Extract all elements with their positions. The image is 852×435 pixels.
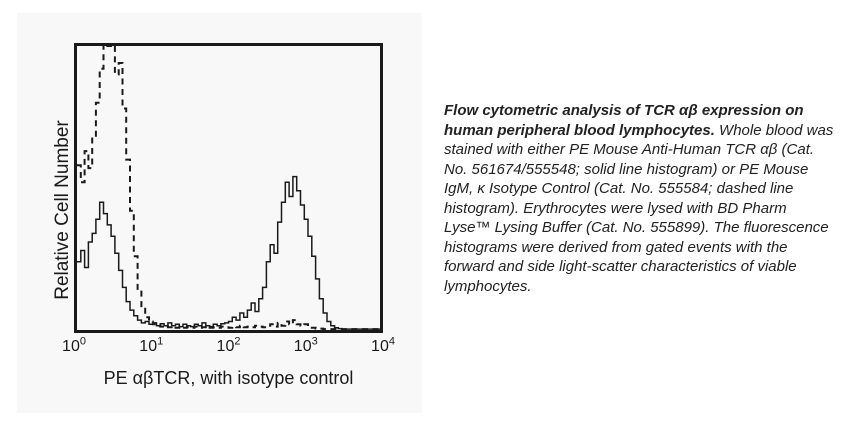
x-tick-10e0: 100 bbox=[62, 335, 86, 355]
isotype-dashed-histogram bbox=[77, 46, 380, 330]
x-tick-10e4: 104 bbox=[371, 335, 395, 355]
tcr-solid-histogram bbox=[77, 175, 380, 330]
x-axis-label: PE αβTCR, with isotype control bbox=[103, 368, 354, 388]
flow-cytometry-figure: Relative Cell Number 100 101 102 103 104 PE … bbox=[17, 13, 422, 413]
y-axis-label: Relative Cell Number bbox=[52, 120, 73, 300]
x-tick-10e3: 103 bbox=[293, 335, 318, 355]
x-axis-ticks: 100 101 102 103 104 bbox=[62, 335, 395, 362]
x-tick-10e1: 101 bbox=[139, 335, 164, 355]
x-tick-10e2: 102 bbox=[216, 335, 241, 355]
figure-caption: Flow cytometric analysis of TCR αβ expre… bbox=[444, 101, 836, 296]
caption-title: Flow cytometric analysis of TCR αβ expre… bbox=[444, 102, 804, 139]
histogram-curves bbox=[77, 46, 380, 330]
histogram-plot-area bbox=[74, 43, 383, 333]
caption-body: Whole blood was stained with either PE M… bbox=[444, 121, 834, 295]
